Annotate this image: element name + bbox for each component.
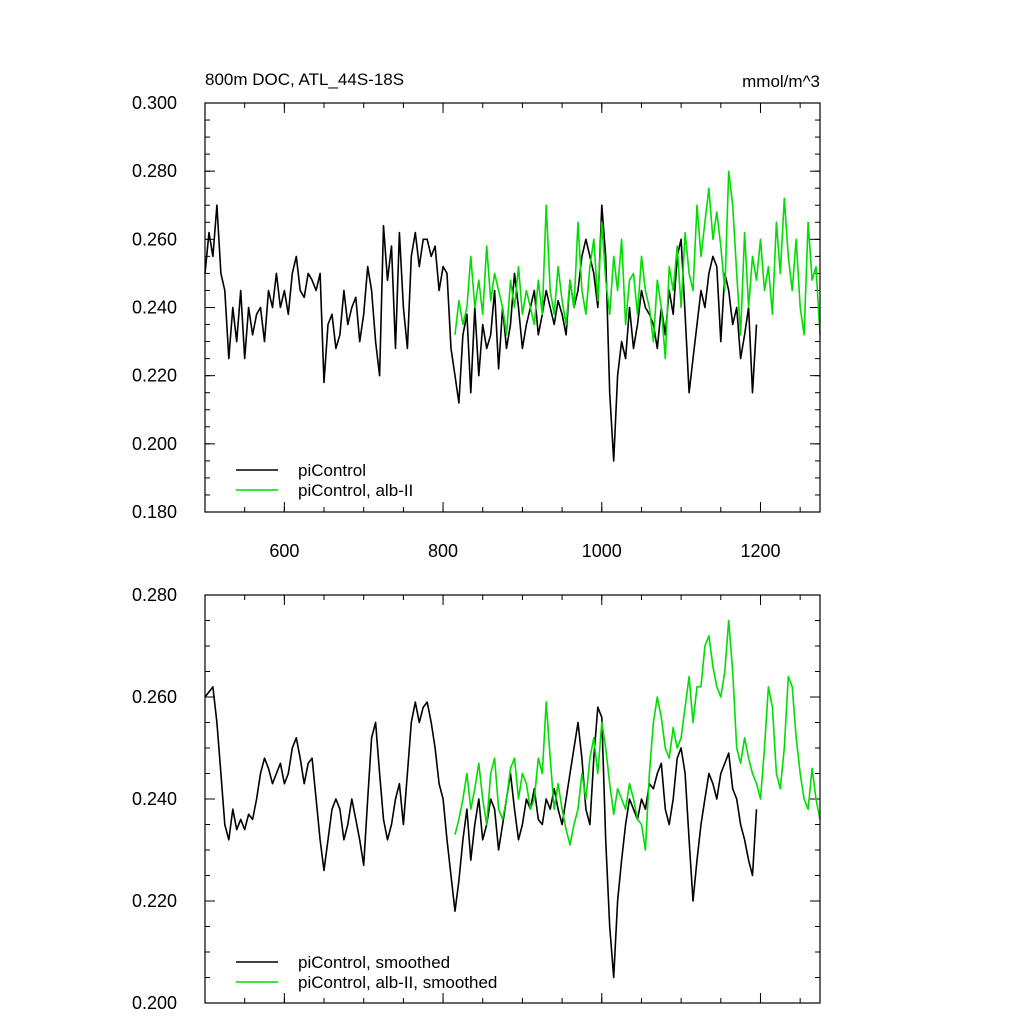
top-y-tick-label: 0.240: [132, 298, 177, 318]
bottom-y-tick-label: 0.280: [132, 585, 177, 605]
legend-label-picontrol-smoothed: piControl, smoothed: [298, 953, 450, 972]
top-x-tick-label: 1000: [582, 541, 622, 561]
bottom-y-tick-label: 0.240: [132, 789, 177, 809]
top-series-group: [204, 170, 821, 462]
bottom-legend: piControl, smoothed piControl, alb-II, s…: [236, 953, 497, 992]
bottom-y-tick-label: 0.220: [132, 891, 177, 911]
top-legend: piControl piControl, alb-II: [236, 461, 413, 500]
top-y-tick-label: 0.260: [132, 229, 177, 249]
bottom-y-tick-label: 0.200: [132, 993, 177, 1013]
top-y-tick-label: 0.300: [132, 93, 177, 113]
top-y-tick-label: 0.280: [132, 161, 177, 181]
bottom-plot-frame: [204, 594, 821, 1004]
top-y-tick-label: 0.180: [132, 502, 177, 522]
bottom-series-line-1: [454, 619, 821, 851]
top-x-axis: 600 800 1000 1200: [204, 103, 801, 561]
top-x-tick-label: 1200: [740, 541, 780, 561]
top-series-line-0: [204, 204, 758, 462]
top-x-tick-label: 600: [269, 541, 299, 561]
bottom-series-line-0: [204, 685, 758, 979]
units-label: mmol/m^3: [742, 72, 820, 91]
bottom-y-tick-label: 0.260: [132, 687, 177, 707]
legend-label-picontrol-alb-ii-smoothed: piControl, alb-II, smoothed: [298, 973, 497, 992]
legend-label-picontrol-alb-ii: piControl, alb-II: [298, 481, 413, 500]
chart-title: 800m DOC, ATL_44S-18S: [205, 70, 404, 89]
top-y-tick-label: 0.220: [132, 366, 177, 386]
top-series-line-1: [454, 170, 821, 360]
top-panel: 800m DOC, ATL_44S-18S mmol/m^3 0.180 0.20…: [132, 70, 821, 561]
top-plot-frame: [204, 102, 821, 513]
bottom-series-group: [204, 619, 821, 979]
bottom-panel: 0.200 0.220 0.240 0.260 0.280 piControl, smo…: [132, 585, 821, 1013]
top-y-tick-label: 0.200: [132, 434, 177, 454]
top-y-axis: 0.180 0.200 0.220 0.240 0.260 0.280 0.300: [132, 93, 820, 522]
legend-label-picontrol: piControl: [298, 461, 366, 480]
top-x-tick-label: 800: [428, 541, 458, 561]
